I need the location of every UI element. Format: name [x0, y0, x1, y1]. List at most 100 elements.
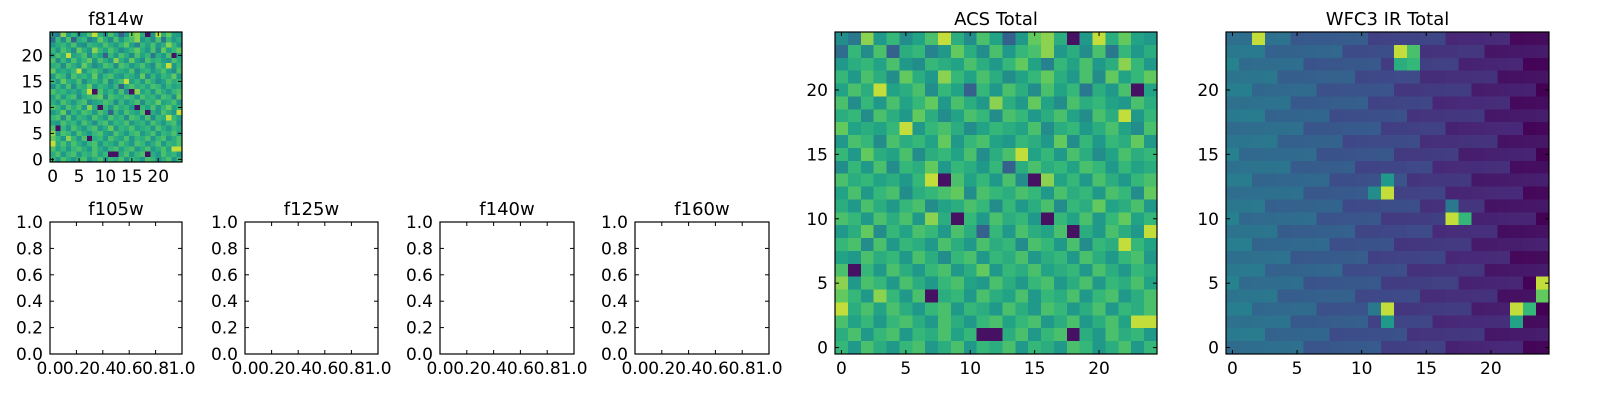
heatmap-cell	[1015, 250, 1029, 265]
heatmap-cell	[899, 173, 913, 188]
heatmap-cell	[1536, 289, 1550, 304]
heatmap-cell	[860, 263, 875, 278]
heatmap-cell	[1053, 83, 1068, 97]
heatmap-cell	[1092, 32, 1107, 46]
heatmap-cell	[1105, 96, 1119, 110]
heatmap-cell	[123, 78, 130, 85]
heatmap-cell	[92, 99, 99, 106]
heatmap-cell	[950, 70, 965, 85]
heatmap-cell	[1355, 212, 1369, 226]
heatmap-cell	[1264, 96, 1279, 110]
heatmap-cells-ir	[1226, 32, 1550, 355]
axes-frame-acs	[834, 31, 1158, 355]
heatmap-cell	[150, 47, 157, 54]
x-tick-label: 15	[1415, 359, 1437, 379]
heatmap-cell	[1329, 147, 1343, 162]
heatmap-cell	[1458, 289, 1473, 304]
heatmap-cell	[166, 63, 173, 69]
heatmap-cell	[938, 173, 952, 188]
heatmap-cell	[65, 32, 72, 38]
heatmap-cell	[925, 341, 939, 355]
heatmap-cell	[912, 302, 926, 316]
heatmap-cell	[886, 135, 900, 149]
heatmap-cell	[1471, 186, 1485, 201]
heatmap-cell	[160, 104, 167, 111]
heatmap-cell	[950, 109, 965, 123]
heatmap-cell	[912, 70, 926, 85]
heatmap-cell	[1238, 44, 1253, 59]
heatmap-cell	[886, 238, 900, 252]
heatmap-cell	[1471, 109, 1485, 123]
heatmap-cell	[60, 73, 67, 80]
heatmap-cell	[1381, 250, 1395, 265]
heatmap-cell	[50, 63, 56, 69]
heatmap-cell	[925, 70, 939, 85]
heatmap-cell	[1329, 238, 1343, 252]
heatmap-cell	[129, 99, 136, 106]
heatmap-cell	[1316, 122, 1330, 136]
heatmap-cell	[899, 341, 913, 355]
heatmap-cell	[134, 146, 141, 153]
heatmap-cell	[1510, 212, 1524, 226]
heatmap-cell	[1523, 147, 1537, 162]
heatmap-cell	[860, 147, 875, 162]
heatmap-cell	[886, 147, 900, 162]
heatmap-cell	[950, 135, 965, 149]
heatmap-cell	[1015, 341, 1029, 355]
heatmap-cell	[50, 89, 56, 95]
heatmap-cell	[76, 136, 83, 142]
heatmap-cell	[1041, 302, 1055, 316]
heatmap-cell	[171, 151, 178, 158]
heatmap-cell	[1028, 302, 1042, 316]
heatmap-cell	[145, 42, 151, 49]
heatmap-cell	[118, 141, 125, 147]
heatmap-cell	[1066, 173, 1081, 188]
heatmap-cell	[97, 84, 104, 90]
heatmap-cell	[1329, 199, 1343, 213]
heatmap-cell	[1316, 109, 1330, 123]
heatmap-cell	[1290, 135, 1305, 149]
heatmap-cell	[171, 58, 178, 64]
heatmap-cell	[1144, 315, 1158, 329]
heatmap-cell	[145, 32, 151, 38]
heatmap-cell	[1523, 315, 1537, 329]
heatmap-cell	[108, 136, 114, 142]
heatmap-cell	[123, 52, 130, 59]
heatmap-cell	[950, 96, 965, 110]
heatmap-cell	[1144, 135, 1158, 149]
heatmap-cell	[50, 151, 56, 158]
heatmap-cell	[160, 42, 167, 49]
heatmap-cell	[1342, 109, 1356, 123]
heatmap-cell	[925, 250, 939, 265]
heatmap-cell	[155, 115, 162, 121]
heatmap-cell	[1053, 160, 1068, 175]
heatmap-cell	[71, 58, 77, 64]
heatmap-cell	[1510, 44, 1524, 59]
heatmap-cell	[150, 99, 157, 106]
heatmap-cell	[60, 89, 67, 95]
heatmap-cell	[71, 130, 77, 137]
heatmap-cell	[950, 289, 965, 304]
heatmap-cell	[1015, 96, 1029, 110]
heatmap-cell	[92, 52, 99, 59]
heatmap-cell	[1079, 276, 1094, 291]
heatmap-cell	[1316, 57, 1330, 72]
heatmap-cell	[886, 44, 900, 59]
heatmap-cell	[71, 125, 77, 132]
heatmap-cell	[1342, 289, 1356, 304]
heatmap-cell	[1368, 57, 1382, 72]
heatmap-cell	[963, 57, 978, 72]
heatmap-cell	[1290, 225, 1305, 239]
heatmap-cell	[97, 78, 104, 85]
heatmap-cell	[1381, 160, 1395, 175]
heatmap-cell	[1041, 186, 1055, 201]
heatmap-cell	[1251, 302, 1266, 316]
heatmap-cell	[1355, 315, 1369, 329]
heatmap-cell	[118, 99, 125, 106]
heatmap-cell	[1368, 173, 1382, 188]
heatmap-cell	[55, 84, 62, 90]
heatmap-cell	[976, 186, 991, 201]
heatmap-cell	[1536, 276, 1550, 291]
heatmap-cell	[150, 89, 157, 95]
heatmap-cell	[113, 130, 120, 137]
